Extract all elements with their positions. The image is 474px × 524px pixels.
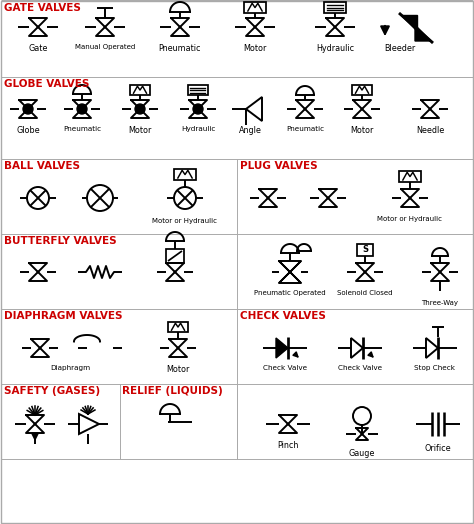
Text: Motor: Motor <box>166 365 190 374</box>
Text: S: S <box>362 246 368 255</box>
Text: Motor or Hydraulic: Motor or Hydraulic <box>153 218 218 224</box>
Text: Pinch: Pinch <box>277 441 299 450</box>
Text: Globe: Globe <box>16 126 40 135</box>
Text: BUTTERFLY VALVES: BUTTERFLY VALVES <box>4 236 117 246</box>
Bar <box>166 249 184 263</box>
Text: Hydraulic: Hydraulic <box>316 44 354 53</box>
Bar <box>352 85 372 95</box>
Text: Pneumatic Operated: Pneumatic Operated <box>254 290 326 296</box>
Bar <box>174 169 196 180</box>
Circle shape <box>23 104 33 114</box>
Polygon shape <box>279 261 301 283</box>
Text: Hydraulic: Hydraulic <box>181 126 215 132</box>
Bar <box>188 85 208 95</box>
Text: Orifice: Orifice <box>425 444 451 453</box>
Bar <box>399 171 421 182</box>
Bar <box>168 322 188 332</box>
Polygon shape <box>415 25 431 41</box>
Text: GLOBE VALVES: GLOBE VALVES <box>4 79 90 89</box>
Bar <box>130 85 150 95</box>
Text: Check Valve: Check Valve <box>263 365 307 371</box>
Text: Gauge: Gauge <box>349 449 375 458</box>
Text: Pneumatic: Pneumatic <box>286 126 324 132</box>
Text: SAFETY (GASES): SAFETY (GASES) <box>4 386 100 396</box>
Text: Angle: Angle <box>238 126 262 135</box>
Circle shape <box>135 104 145 114</box>
Text: Solenoid Closed: Solenoid Closed <box>337 290 393 296</box>
Text: Manual Operated: Manual Operated <box>75 44 135 50</box>
Text: Pneumatic: Pneumatic <box>159 44 201 53</box>
Text: Motor or Hydraulic: Motor or Hydraulic <box>377 216 443 222</box>
Text: DIAPHRAGM VALVES: DIAPHRAGM VALVES <box>4 311 122 321</box>
Text: Motor: Motor <box>128 126 152 135</box>
Text: Motor: Motor <box>350 126 374 135</box>
Text: PLUG VALVES: PLUG VALVES <box>240 161 318 171</box>
Text: RELIEF (LIQUIDS): RELIEF (LIQUIDS) <box>122 386 223 396</box>
Bar <box>324 2 346 13</box>
Circle shape <box>193 104 203 114</box>
Text: Gate: Gate <box>28 44 48 53</box>
Text: Three-Way: Three-Way <box>421 300 458 306</box>
Text: Diaphragm: Diaphragm <box>50 365 90 371</box>
Text: Check Valve: Check Valve <box>338 365 382 371</box>
Text: CHECK VALVES: CHECK VALVES <box>240 311 326 321</box>
Text: Pneumatic: Pneumatic <box>63 126 101 132</box>
Polygon shape <box>276 338 288 358</box>
Circle shape <box>77 104 87 114</box>
Text: GATE VALVES: GATE VALVES <box>4 3 81 13</box>
Text: Motor: Motor <box>243 44 267 53</box>
Text: BALL VALVES: BALL VALVES <box>4 161 80 171</box>
Polygon shape <box>401 15 417 31</box>
Text: Needle: Needle <box>416 126 444 135</box>
Polygon shape <box>279 261 301 283</box>
Bar <box>244 2 266 13</box>
Text: Bleeder: Bleeder <box>384 44 416 53</box>
Text: Stop Check: Stop Check <box>414 365 456 371</box>
Bar <box>357 244 373 256</box>
